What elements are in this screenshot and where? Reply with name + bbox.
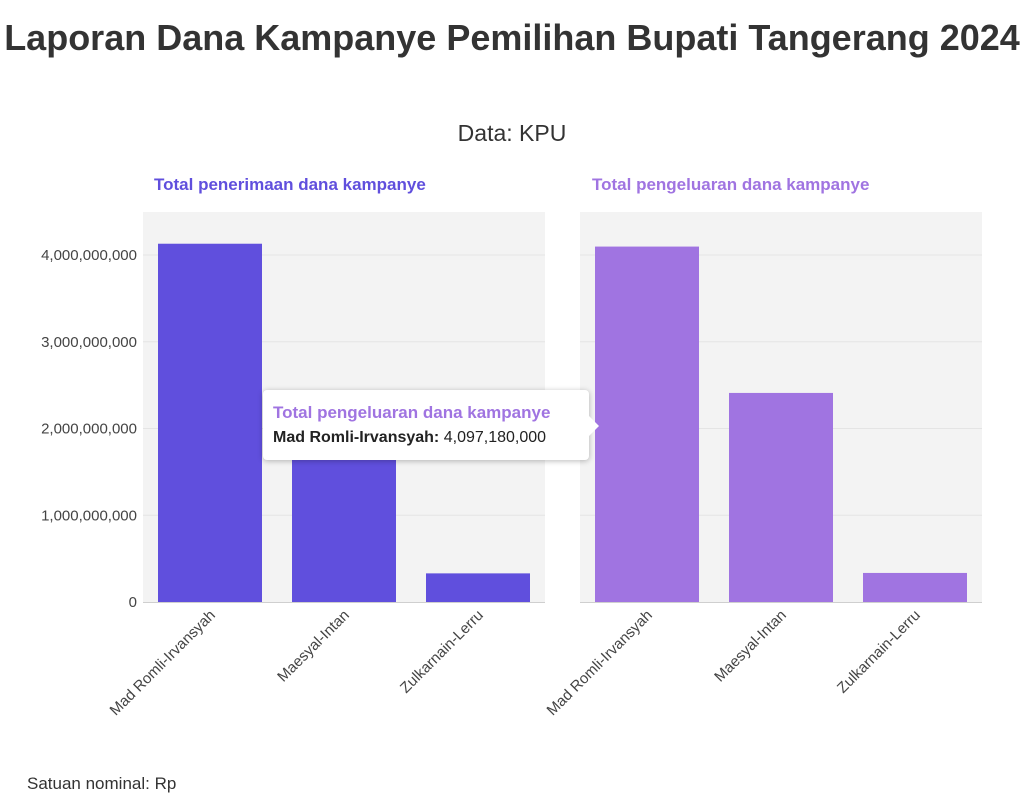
x-category-label: Maesyal-Intan xyxy=(274,607,353,686)
bar-expenses-2 xyxy=(729,392,833,602)
bar-expenses-1 xyxy=(595,246,699,602)
bar-expenses-3 xyxy=(863,572,967,602)
chart-title: Laporan Dana Kampanye Pemilihan Bupati T… xyxy=(4,17,1020,58)
y-tick-label: 3,000,000,000 xyxy=(41,334,137,351)
x-category-label: Maesyal-Intan xyxy=(711,607,790,686)
x-category-label: Mad Romli-Irvansyah xyxy=(544,607,656,719)
panel-title-expenses: Total pengeluaran dana kampanye xyxy=(592,175,870,194)
footnote: Satuan nominal: Rp xyxy=(27,774,177,793)
bar-receipts-3 xyxy=(426,573,530,602)
chart-tooltip: Total pengeluaran dana kampanye Mad Roml… xyxy=(263,390,599,460)
x-category-label: Mad Romli-Irvansyah xyxy=(107,607,219,719)
tooltip-series-name: Total pengeluaran dana kampanye xyxy=(273,403,551,422)
y-tick-label: 0 xyxy=(129,594,137,611)
y-tick-label: 1,000,000,000 xyxy=(41,507,137,524)
y-tick-label: 4,000,000,000 xyxy=(41,247,137,264)
x-category-label: Zulkarnain-Lerru xyxy=(397,607,487,697)
y-tick-label: 2,000,000,000 xyxy=(41,421,137,438)
tooltip-category: Mad Romli-Irvansyah: xyxy=(273,429,440,446)
panel-title-receipts: Total penerimaan dana kampanye xyxy=(154,175,426,194)
tooltip-value: 4,097,180,000 xyxy=(443,429,547,446)
bar-receipts-1 xyxy=(158,243,262,602)
bar-receipts-2 xyxy=(292,456,396,602)
chart-subtitle: Data: KPU xyxy=(457,120,567,146)
tooltip-line: Mad Romli-Irvansyah: 4,097,180,000 xyxy=(273,429,546,447)
x-category-label: Zulkarnain-Lerru xyxy=(834,607,924,697)
